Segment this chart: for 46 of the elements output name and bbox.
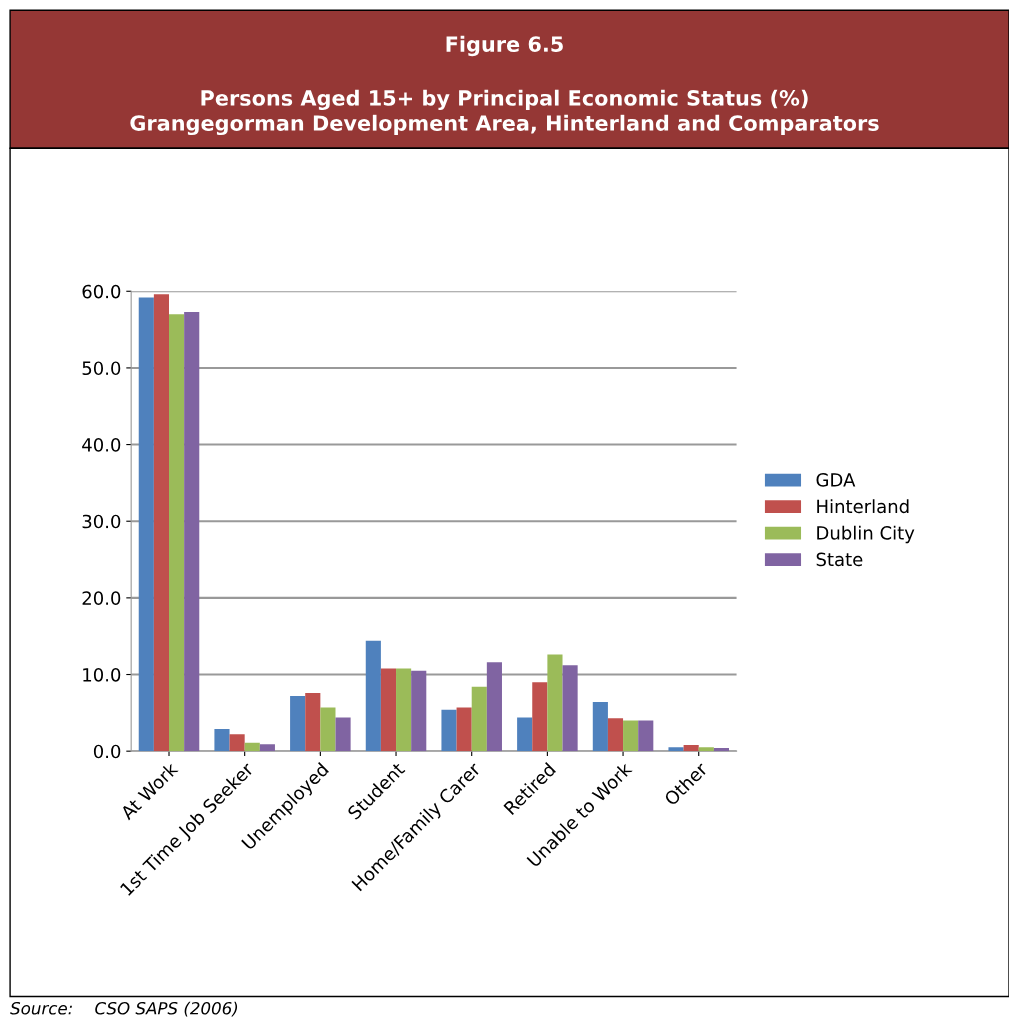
legend-label: Dublin City [817, 525, 915, 544]
bar [547, 654, 563, 752]
bar [259, 744, 275, 752]
bar [290, 695, 306, 752]
y-tick-label: 10.0 [83, 667, 121, 682]
bar [169, 314, 185, 752]
y-tick-label: 50.0 [82, 361, 121, 376]
y-tick-label: 0.0 [93, 744, 121, 759]
bar [668, 747, 684, 752]
bar [638, 720, 654, 752]
y-tick-label: 60.0 [82, 284, 121, 299]
bar [517, 717, 533, 752]
bar [244, 742, 260, 752]
bar [396, 668, 412, 752]
bar [623, 720, 639, 752]
y-tick-label: 20.0 [82, 591, 121, 605]
bar [335, 717, 351, 752]
source-note: Source: CSO SAPS (2006) [10, 1001, 238, 1017]
bar [320, 707, 336, 752]
y-tick-label: 40.0 [82, 438, 121, 452]
bar [456, 707, 472, 752]
bar [532, 682, 548, 752]
bar [365, 640, 381, 752]
bar [380, 668, 397, 752]
chart-title: Figure 6.5 [446, 35, 563, 57]
bar [683, 745, 699, 752]
bar [562, 665, 578, 752]
legend-label: GDA [816, 473, 856, 487]
bar [184, 311, 200, 752]
bar [441, 709, 457, 752]
bar [713, 748, 729, 752]
bar [138, 297, 154, 752]
bar [411, 670, 427, 752]
legend-label: Hinterland [817, 499, 909, 514]
chart-subtitle: Persons Aged 15+ by Principal Economic Status (%) Grangegorman Development Area, Hinterland and Comparators [130, 89, 879, 136]
bar [471, 686, 487, 752]
bar [486, 662, 502, 752]
bar [153, 294, 170, 752]
bar [305, 692, 321, 752]
bar [698, 747, 714, 752]
y-tick-label: 30.0 [82, 514, 121, 529]
bar [607, 718, 624, 752]
bar [229, 734, 245, 752]
bar [214, 728, 230, 752]
bar [592, 702, 608, 752]
legend-label: State [816, 552, 863, 567]
